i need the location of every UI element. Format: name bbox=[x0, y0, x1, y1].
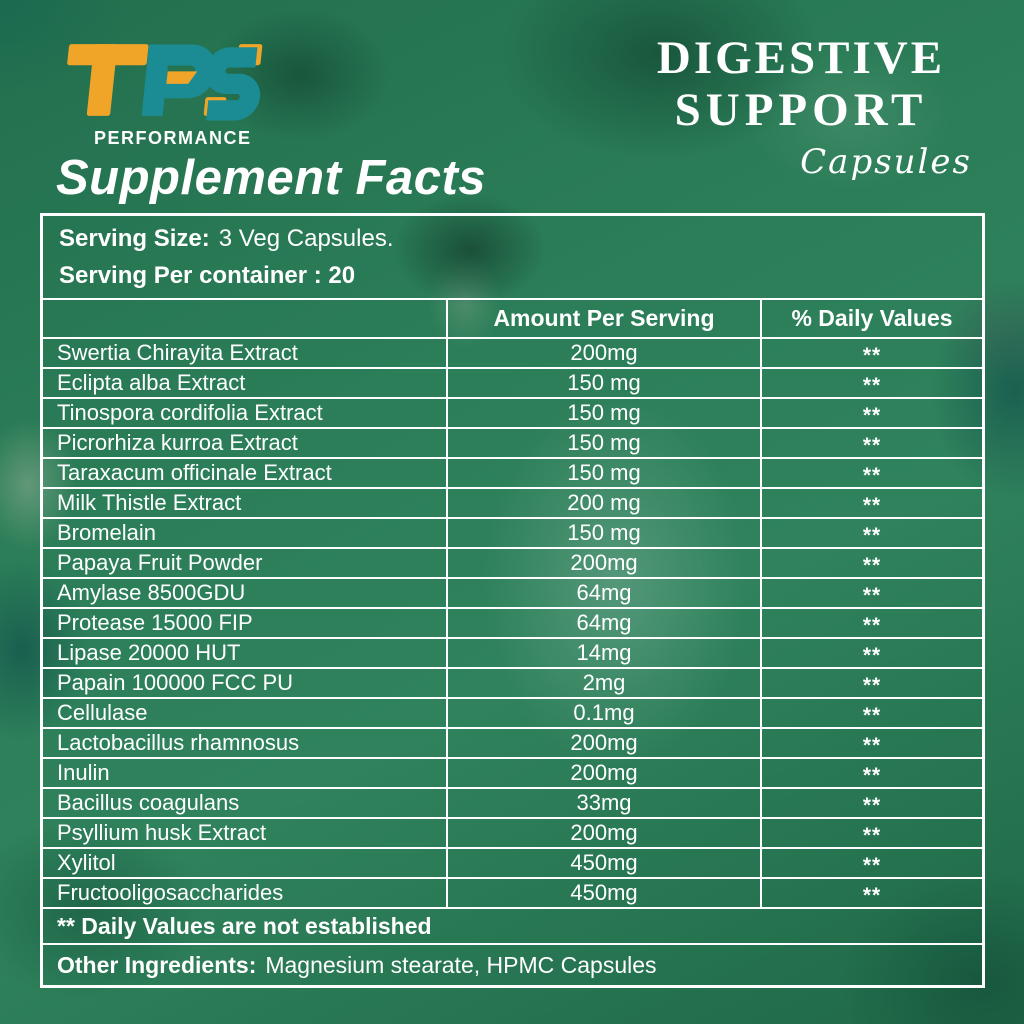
daily-value-cell: ** bbox=[762, 549, 982, 579]
serving-size-line: Serving Size: 3 Veg Capsules. bbox=[59, 225, 394, 253]
supplement-facts-table: Serving Size: 3 Veg Capsules. Serving Per… bbox=[40, 213, 985, 988]
ingredient-name-cell: Milk Thistle Extract bbox=[43, 489, 448, 519]
page-title: Supplement Facts bbox=[56, 151, 487, 205]
amount-cell: 14mg bbox=[448, 639, 762, 669]
daily-value-cell: ** bbox=[762, 339, 982, 369]
amount-cell: 450mg bbox=[448, 879, 762, 909]
logo-letter-t bbox=[67, 44, 149, 116]
ingredient-name-cell: Fructooligosaccharides bbox=[43, 879, 448, 909]
ingredient-name-cell: Amylase 8500GDU bbox=[43, 579, 448, 609]
logo-letter-p bbox=[141, 44, 217, 116]
daily-value-cell: ** bbox=[762, 729, 982, 759]
daily-value-cell: ** bbox=[762, 849, 982, 879]
product-title: DIGESTIVE SUPPORT Capsules bbox=[616, 32, 986, 182]
ingredient-name-cell: Papaya Fruit Powder bbox=[43, 549, 448, 579]
daily-value-cell: ** bbox=[762, 579, 982, 609]
daily-value-cell: ** bbox=[762, 489, 982, 519]
amount-cell: 200 mg bbox=[448, 489, 762, 519]
brand-logo: PERFORMANCE bbox=[56, 34, 286, 149]
daily-value-cell: ** bbox=[762, 369, 982, 399]
amount-cell: 200mg bbox=[448, 819, 762, 849]
daily-value-cell: ** bbox=[762, 399, 982, 429]
daily-value-cell: ** bbox=[762, 759, 982, 789]
ingredient-name-cell: Psyllium husk Extract bbox=[43, 819, 448, 849]
daily-value-cell: ** bbox=[762, 789, 982, 819]
ingredient-name-cell: Cellulase bbox=[43, 699, 448, 729]
column-header-amount: Amount Per Serving bbox=[448, 300, 762, 339]
serving-size-label: Serving Size: bbox=[59, 224, 210, 252]
brand-name: PERFORMANCE bbox=[94, 128, 252, 148]
amount-cell: 2mg bbox=[448, 669, 762, 699]
daily-value-cell: ** bbox=[762, 519, 982, 549]
ingredient-name-cell: Lipase 20000 HUT bbox=[43, 639, 448, 669]
ingredient-name-cell: Tinospora cordifolia Extract bbox=[43, 399, 448, 429]
daily-value-cell: ** bbox=[762, 429, 982, 459]
amount-cell: 0.1mg bbox=[448, 699, 762, 729]
daily-value-cell: ** bbox=[762, 879, 982, 909]
amount-cell: 150 mg bbox=[448, 459, 762, 489]
ingredient-name-cell: Protease 15000 FIP bbox=[43, 609, 448, 639]
column-header-ingredient bbox=[43, 300, 448, 339]
amount-cell: 64mg bbox=[448, 609, 762, 639]
ingredient-name-cell: Inulin bbox=[43, 759, 448, 789]
serving-info: Serving Size: 3 Veg Capsules. Serving Per… bbox=[43, 216, 982, 300]
amount-cell: 33mg bbox=[448, 789, 762, 819]
ingredient-name-cell: Taraxacum officinale Extract bbox=[43, 459, 448, 489]
amount-cell: 150 mg bbox=[448, 519, 762, 549]
product-title-line2: SUPPORT bbox=[674, 84, 928, 137]
ingredient-name-cell: Xylitol bbox=[43, 849, 448, 879]
daily-value-cell: ** bbox=[762, 639, 982, 669]
amount-cell: 450mg bbox=[448, 849, 762, 879]
daily-values-footnote: ** Daily Values are not established bbox=[43, 909, 982, 945]
ingredient-name-cell: Papain 100000 FCC PU bbox=[43, 669, 448, 699]
amount-cell: 150 mg bbox=[448, 429, 762, 459]
amount-cell: 64mg bbox=[448, 579, 762, 609]
ingredient-name-cell: Lactobacillus rhamnosus bbox=[43, 729, 448, 759]
ingredient-name-cell: Eclipta alba Extract bbox=[43, 369, 448, 399]
amount-cell: 200mg bbox=[448, 549, 762, 579]
tps-logo-icon bbox=[67, 44, 263, 121]
amount-cell: 150 mg bbox=[448, 369, 762, 399]
ingredient-name-cell: Swertia Chirayita Extract bbox=[43, 339, 448, 369]
daily-value-cell: ** bbox=[762, 819, 982, 849]
daily-value-cell: ** bbox=[762, 669, 982, 699]
product-subtitle: Capsules bbox=[800, 141, 972, 182]
product-title-line1: DIGESTIVE bbox=[656, 32, 946, 84]
amount-cell: 200mg bbox=[448, 759, 762, 789]
amount-cell: 200mg bbox=[448, 339, 762, 369]
daily-value-cell: ** bbox=[762, 459, 982, 489]
amount-cell: 150 mg bbox=[448, 399, 762, 429]
daily-value-cell: ** bbox=[762, 699, 982, 729]
ingredient-name-cell: Picrorhiza kurroa Extract bbox=[43, 429, 448, 459]
ingredient-name-cell: Bromelain bbox=[43, 519, 448, 549]
other-ingredients-label: Other Ingredients: bbox=[57, 951, 257, 978]
amount-cell: 200mg bbox=[448, 729, 762, 759]
other-ingredients: Other Ingredients: Magnesium stearate, HP… bbox=[43, 945, 982, 985]
logo-letter-s bbox=[203, 44, 263, 121]
daily-value-cell: ** bbox=[762, 609, 982, 639]
column-header-daily-values: % Daily Values bbox=[762, 300, 982, 339]
other-ingredients-value: Magnesium stearate, HPMC Capsules bbox=[265, 951, 657, 978]
serving-size-value: 3 Veg Capsules. bbox=[218, 224, 394, 252]
ingredient-name-cell: Bacillus coagulans bbox=[43, 789, 448, 819]
serving-per-container-line: Serving Per container : 20 bbox=[59, 261, 356, 289]
